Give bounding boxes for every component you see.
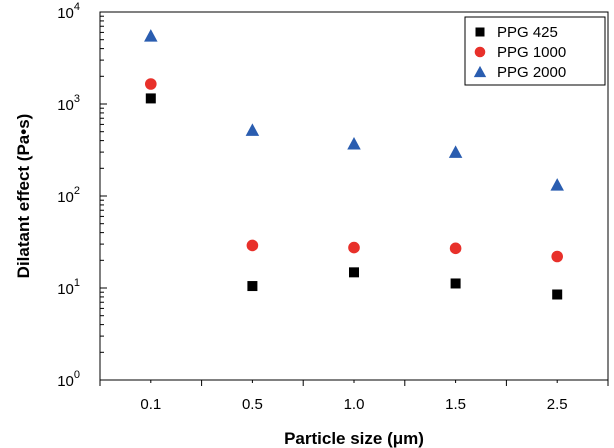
y-tick-label: 102	[57, 185, 80, 206]
data-point	[551, 250, 563, 263]
data-point	[145, 78, 157, 90]
x-tick-label: 2.5	[547, 396, 568, 413]
legend-item: PPG 2000	[473, 64, 566, 81]
y-tick-label: 104	[57, 1, 80, 22]
data-point	[144, 29, 158, 42]
legend-label: PPG 2000	[497, 64, 566, 81]
x-tick-label: 0.1	[140, 396, 161, 413]
legend-label: PPG 425	[497, 24, 558, 41]
y-tick-label: 101	[57, 277, 80, 298]
data-point	[450, 278, 461, 289]
y-tick-label: 103	[57, 93, 80, 114]
series-ppg-2000	[144, 29, 564, 191]
legend-marker	[474, 46, 486, 58]
data-point	[550, 178, 564, 191]
data-point	[247, 281, 258, 292]
legend-marker	[475, 27, 485, 37]
x-tick-label: 1.0	[344, 396, 365, 413]
x-tick-label: 1.5	[445, 396, 466, 413]
data-points	[144, 29, 564, 300]
legend: PPG 425 PPG 1000 PPG 2000	[464, 16, 606, 86]
x-axis-ticks: 0.1 0.5 1.0 1.5 2.5	[99, 380, 609, 413]
data-point	[449, 242, 462, 255]
data-point	[347, 136, 361, 150]
legend-box	[464, 16, 606, 86]
y-tick-label: 100	[57, 369, 80, 390]
legend-label: PPG 1000	[497, 44, 566, 61]
x-tick-label: 0.5	[242, 396, 263, 413]
y-axis-ticks: 100 101 102 103 104	[57, 1, 107, 390]
legend-marker	[473, 65, 487, 78]
series-ppg-425	[145, 93, 563, 300]
legend-item: PPG 425	[475, 24, 558, 41]
data-point	[552, 289, 563, 300]
x-axis-title: Particle size (μm)	[284, 429, 424, 448]
data-point	[145, 93, 156, 104]
data-point	[246, 239, 259, 252]
legend-item: PPG 1000	[474, 44, 566, 61]
y-axis-title: Dilatant effect (Pa•s)	[14, 114, 33, 279]
data-point	[448, 145, 463, 158]
series-ppg-1000	[145, 78, 563, 263]
data-point	[245, 123, 260, 136]
data-point	[349, 267, 359, 278]
data-point	[348, 241, 360, 254]
